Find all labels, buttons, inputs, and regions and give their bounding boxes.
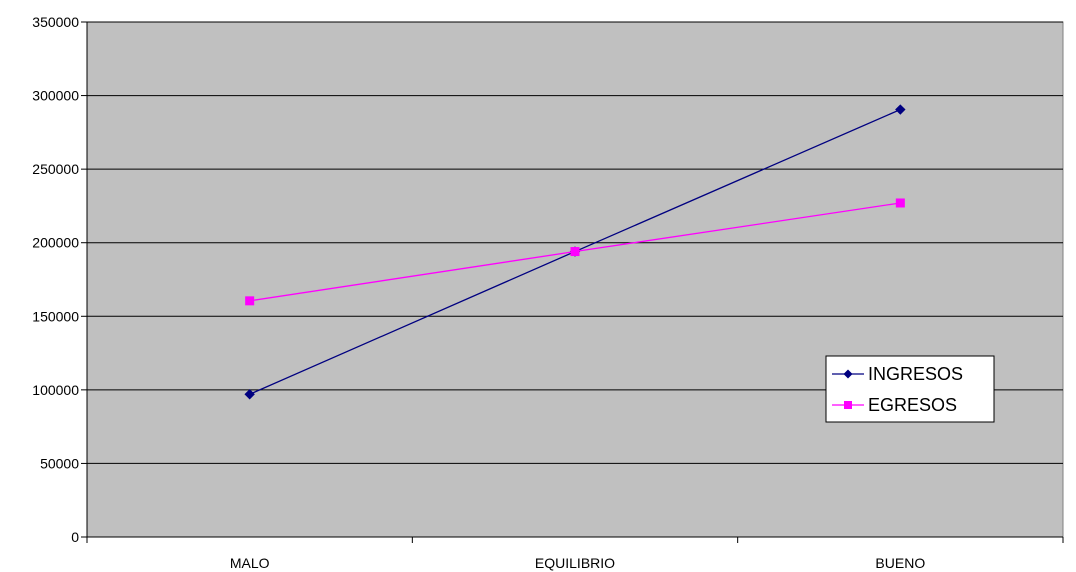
- x-tick-label: MALO: [230, 555, 270, 571]
- data-point: [570, 247, 580, 257]
- legend-label-ingresos: INGRESOS: [868, 364, 963, 384]
- data-point: [244, 389, 255, 400]
- legend-box: [825, 355, 995, 423]
- y-tick-label: 100000: [32, 382, 79, 398]
- x-tick-label: BUENO: [875, 555, 925, 571]
- y-tick-label: 350000: [32, 14, 79, 30]
- y-tick-label: 0: [71, 529, 79, 545]
- y-axis: 0 50000 100000 150000 200000 250000 300000 3500…: [32, 14, 88, 545]
- y-tick-label: 200000: [32, 235, 79, 251]
- legend-item-egresos: EGRESOS: [832, 395, 957, 415]
- y-tick-label: 250000: [32, 161, 79, 177]
- y-tick-label: 300000: [32, 88, 79, 104]
- x-axis: MALO EQUILIBRIO BUENO: [86, 536, 1064, 571]
- y-tick-label: 150000: [32, 308, 79, 324]
- y-tick-label: 50000: [40, 455, 79, 471]
- plot-area: [86, 21, 1064, 538]
- data-point: [895, 198, 905, 208]
- legend-item-ingresos: INGRESOS: [832, 364, 963, 384]
- legend: INGRESOS EGRESOS: [825, 355, 995, 423]
- legend-label-egresos: EGRESOS: [868, 395, 957, 415]
- legend-diamond-marker-icon: [843, 369, 853, 379]
- series-layer: [244, 104, 906, 400]
- legend-square-marker-icon: [844, 401, 852, 409]
- data-point: [245, 296, 255, 306]
- data-point: [895, 104, 906, 115]
- x-tick-label: EQUILIBRIO: [535, 555, 615, 571]
- series-egresos: [245, 198, 905, 306]
